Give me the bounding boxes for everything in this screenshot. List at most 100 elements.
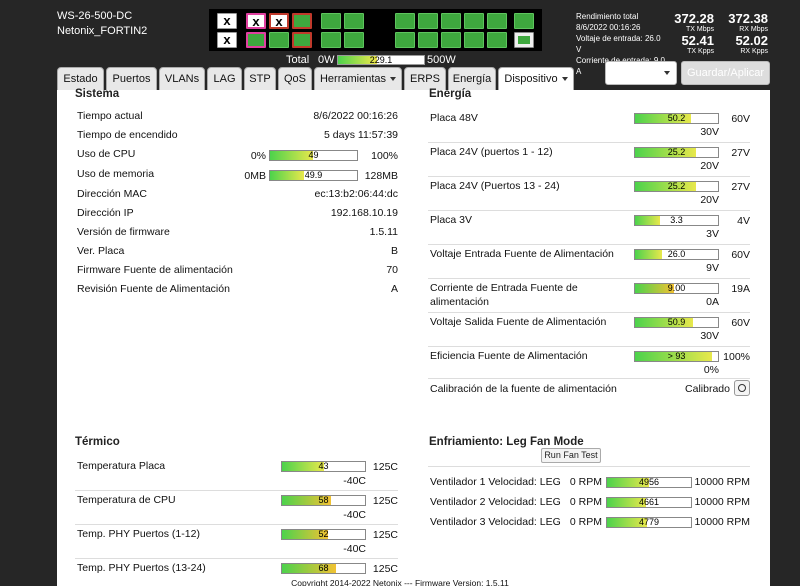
energia-label-3v: Placa 3V [430, 214, 473, 226]
sistema-value-uptime: 5 days 11:57:39 [324, 129, 398, 141]
port-8[interactable] [292, 32, 312, 48]
energia-max-3v: 4V [737, 215, 750, 227]
port-3[interactable]: x [246, 13, 266, 29]
energia-title: Energía [429, 88, 472, 100]
utilities-button[interactable]: Utilidades [605, 61, 677, 85]
energia-label-24v-13-24: Placa 24V (Puertos 13 - 24) [430, 180, 560, 192]
memory-max: 128MB [364, 170, 398, 182]
energia-min-psu-in-voltage: 9V [706, 262, 719, 274]
port-20[interactable] [464, 32, 484, 48]
port-7[interactable] [292, 13, 312, 29]
footer-copyright: Copyright 2014-2022 Netonix --- Firmware… [291, 578, 509, 586]
energia-label-psu-in-voltage: Voltaje Entrada Fuente de Alimentación [430, 248, 614, 260]
port-6[interactable] [269, 32, 289, 48]
port-11[interactable] [344, 13, 364, 29]
port-sfp[interactable] [514, 32, 534, 48]
divider [428, 466, 750, 467]
run-fan-test-button[interactable]: Run Fan Test [541, 448, 601, 463]
throughput-label: Rendimiento total [576, 12, 639, 21]
port-12[interactable] [344, 32, 364, 48]
sistema-value-current-time: 8/6/2022 00:16:26 [313, 110, 398, 122]
port-5[interactable]: x [269, 13, 289, 29]
calibrate-icon[interactable] [734, 380, 750, 396]
port-19[interactable] [464, 13, 484, 29]
tab-qos[interactable]: QoS [278, 67, 312, 91]
port-10[interactable] [321, 32, 341, 48]
termico-title: Térmico [75, 436, 120, 448]
tab-dispositivo[interactable]: Dispositivo [498, 67, 574, 91]
port-2[interactable]: x [217, 32, 237, 48]
port-21[interactable] [487, 13, 507, 29]
energia-min-48v: 30V [700, 126, 719, 138]
energia-label-psu-out-voltage: Voltaje Salida Fuente de Alimentación [430, 316, 607, 328]
tab-puertos[interactable]: Puertos [106, 67, 157, 91]
divider [428, 142, 750, 143]
energia-max-24v-13-24: 27V [731, 181, 750, 193]
chevron-down-icon [561, 77, 568, 82]
cpu-usage-fill [270, 151, 313, 160]
port-panel: x x x x [209, 9, 542, 51]
rx-mbps-value: 372.38 [728, 11, 768, 26]
throughput-timestamp: 8/6/2022 00:16:26 [576, 23, 641, 32]
cpu-min: 0% [250, 150, 266, 162]
termico-bar-board: 43 [281, 461, 366, 472]
energia-min-24v-13-24: 20V [700, 194, 719, 206]
rx-kpps-value: 52.02 [735, 33, 768, 48]
sistema-label-ip: Dirección IP [77, 207, 134, 219]
tab-erps[interactable]: ERPS [404, 67, 446, 91]
tx-mbps-label: TX Mbps [685, 26, 714, 33]
sistema-value-psu-revision: A [390, 283, 398, 295]
termico-label-cpu: Temperatura de CPU [77, 494, 176, 506]
energia-bar-psu-out-voltage: 50.9 [634, 317, 719, 328]
tx-kpps-label: TX Kpps [687, 48, 714, 55]
energia-fill-psu-in-voltage [635, 250, 663, 259]
port-17[interactable] [441, 13, 461, 29]
tab-vlans[interactable]: VLANs [159, 67, 205, 91]
rx-mbps-label: RX Mbps [739, 26, 768, 33]
energia-value-24v-13-24: 25.2 [667, 181, 686, 191]
sistema-label-psu-revision: Revisión Fuente de Alimentación [77, 283, 230, 295]
port-15[interactable] [418, 13, 438, 29]
sistema-label-current-time: Tiempo actual [77, 110, 143, 122]
energia-bar-24v-1-12: 25.2 [634, 147, 719, 158]
energia-max-24v-1-12: 27V [731, 147, 750, 159]
memory-usage-fill [270, 171, 304, 180]
save-apply-button[interactable]: Guardar/Aplicar [681, 61, 770, 85]
port-14[interactable] [395, 32, 415, 48]
termico-min-phy-1-12: -40C [343, 543, 366, 555]
divider [75, 490, 398, 491]
energia-value-psu-efficiency: > 93 [667, 351, 686, 361]
port-13[interactable] [395, 13, 415, 29]
device-model: WS-26-500-DC [57, 10, 133, 22]
port-1[interactable]: x [217, 13, 237, 29]
fan3-speed-fill [607, 518, 648, 527]
port-23[interactable] [514, 13, 534, 29]
port-16[interactable] [418, 32, 438, 48]
port-9[interactable] [321, 13, 341, 29]
energia-bar-psu-in-current: 9.00 [634, 283, 719, 294]
divider [428, 378, 750, 379]
device-name: Netonix_FORTIN2 [57, 25, 148, 37]
termico-label-phy-1-12: Temp. PHY Puertos (1-12) [77, 528, 200, 540]
port-4[interactable] [246, 32, 266, 48]
tab-stp[interactable]: STP [244, 67, 276, 91]
tab-energia[interactable]: Energía [448, 67, 496, 91]
divider [75, 524, 398, 525]
tx-mbps-stat: 372.28 TX Mbps [666, 12, 714, 34]
divider [428, 278, 750, 279]
sistema-label-board: Ver. Placa [77, 245, 125, 257]
tab-lag[interactable]: LAG [207, 67, 242, 91]
port-22[interactable] [487, 32, 507, 48]
total-power-fill [338, 56, 378, 64]
energia-bar-psu-in-voltage: 26.0 [634, 249, 719, 260]
divider [428, 312, 750, 313]
energia-bar-24v-13-24: 25.2 [634, 181, 719, 192]
energia-value-24v-1-12: 25.2 [667, 147, 686, 157]
energia-fill-psu-in-current [635, 284, 674, 293]
tab-herramientas[interactable]: Herramientas [314, 67, 402, 91]
termico-label-board: Temperatura Placa [77, 460, 166, 472]
termico-bar-phy-13-24: 68 [281, 563, 366, 574]
fan3-max: 10000 RPM [694, 516, 750, 528]
energia-value-3v: 3.3 [670, 215, 683, 225]
port-18[interactable] [441, 32, 461, 48]
